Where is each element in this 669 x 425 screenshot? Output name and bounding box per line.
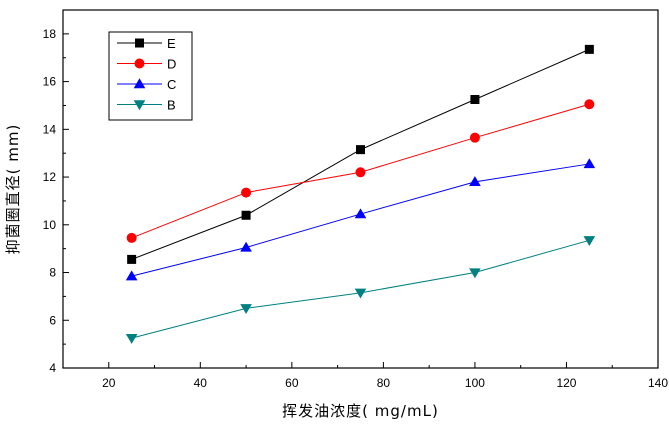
legend-item-e: E bbox=[117, 36, 176, 51]
y-tick-label: 18 bbox=[43, 27, 57, 41]
y-axis: 4 6 8 10 12 14 16 18 bbox=[43, 27, 69, 375]
legend-item-d: D bbox=[117, 57, 176, 72]
series-c-point bbox=[469, 176, 481, 187]
legend-label: E bbox=[167, 36, 176, 51]
y-tick-label: 8 bbox=[49, 266, 56, 280]
y-tick-label: 10 bbox=[43, 218, 57, 232]
series-d-point bbox=[241, 187, 252, 198]
series-b-point bbox=[469, 268, 481, 279]
series-b bbox=[125, 236, 596, 344]
series-e-point bbox=[584, 44, 594, 54]
series-e-point bbox=[356, 145, 365, 155]
series-e-point bbox=[241, 210, 251, 220]
x-tick-label: 100 bbox=[465, 376, 485, 390]
x-axis-title: 挥发油浓度( mg/mL) bbox=[282, 402, 439, 420]
series-d bbox=[126, 99, 595, 243]
series-b-point bbox=[354, 288, 367, 299]
legend-box bbox=[108, 31, 193, 121]
legend-item-b: B bbox=[117, 98, 176, 113]
series-c-point bbox=[125, 270, 138, 281]
series-e-line bbox=[131, 48, 590, 260]
legend-marker bbox=[134, 58, 145, 69]
y-tick-label: 14 bbox=[43, 122, 57, 136]
x-tick-label: 80 bbox=[377, 376, 391, 390]
series-b-point bbox=[240, 304, 252, 315]
series-d-point bbox=[126, 232, 137, 243]
series-c bbox=[125, 158, 596, 281]
plot-frame bbox=[62, 9, 659, 369]
series-d-point bbox=[469, 132, 480, 143]
y-tick-label: 4 bbox=[49, 361, 56, 375]
series-b-point bbox=[583, 236, 596, 247]
y-tick-label: 16 bbox=[43, 75, 57, 89]
x-tick-label: 60 bbox=[285, 376, 299, 390]
series-d-point bbox=[584, 99, 595, 110]
legend-label: D bbox=[167, 57, 176, 72]
legend-label: B bbox=[167, 98, 176, 113]
legend-label: C bbox=[167, 77, 176, 92]
legend-marker bbox=[133, 78, 146, 89]
y-tick-label: 6 bbox=[49, 313, 56, 327]
x-tick-label: 40 bbox=[194, 376, 208, 390]
series-d-point bbox=[355, 167, 366, 178]
x-axis: 20 40 60 80 100 120 140 bbox=[102, 362, 668, 390]
legend-item-c: C bbox=[117, 77, 176, 92]
series-e-point bbox=[127, 254, 137, 264]
x-tick-label: 120 bbox=[556, 376, 576, 390]
series-c-point bbox=[240, 241, 252, 252]
series-e bbox=[127, 44, 594, 264]
x-tick-label: 20 bbox=[102, 376, 116, 390]
series-c-point bbox=[583, 158, 596, 169]
y-tick-label: 12 bbox=[43, 170, 57, 184]
series-c-point bbox=[354, 208, 367, 219]
legend-marker bbox=[133, 100, 146, 111]
x-tick-label: 140 bbox=[648, 376, 668, 390]
y-axis-title: 抑菌圈直径( mm) bbox=[4, 124, 22, 255]
legend-marker bbox=[135, 38, 144, 48]
series-e-point bbox=[470, 95, 480, 104]
series-b-point bbox=[125, 333, 138, 344]
series-layer bbox=[125, 44, 596, 344]
